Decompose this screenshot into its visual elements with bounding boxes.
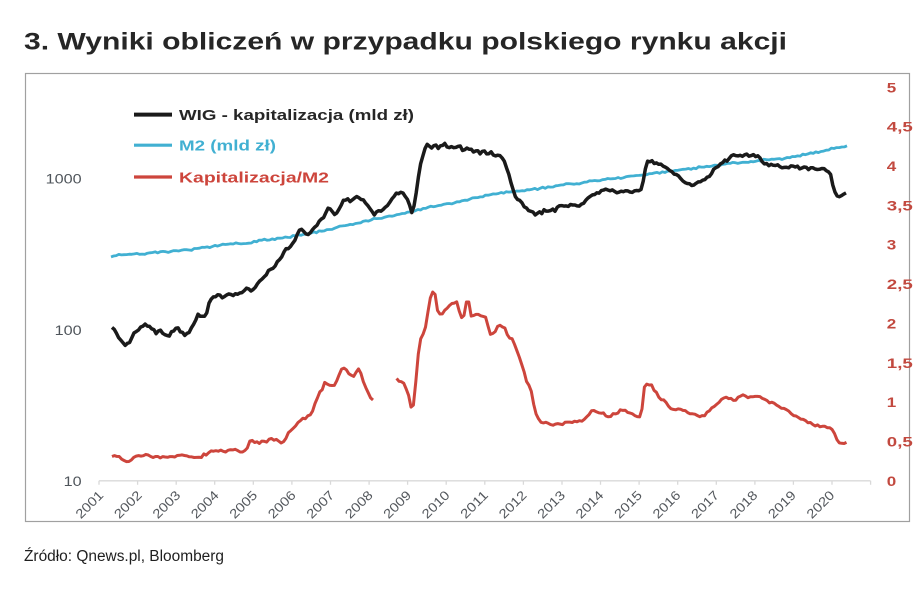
svg-text:1,5: 1,5 xyxy=(887,355,913,371)
svg-text:Kapitalizacja/M2: Kapitalizacja/M2 xyxy=(179,170,329,187)
svg-text:3: 3 xyxy=(887,237,897,253)
svg-text:100: 100 xyxy=(55,323,82,338)
svg-text:1000: 1000 xyxy=(46,172,82,187)
svg-text:0,5: 0,5 xyxy=(887,433,913,449)
svg-text:5: 5 xyxy=(887,79,897,95)
svg-text:M2 (mld zł): M2 (mld zł) xyxy=(179,138,276,155)
svg-text:2,5: 2,5 xyxy=(887,276,913,292)
svg-text:3,5: 3,5 xyxy=(887,197,913,213)
svg-text:4: 4 xyxy=(887,158,897,174)
svg-text:Źródło: Qnews.pl, Bloomberg: Źródło: Qnews.pl, Bloomberg xyxy=(24,548,224,565)
svg-text:4,5: 4,5 xyxy=(887,119,913,135)
svg-text:3. Wyniki obliczeń w przypadku: 3. Wyniki obliczeń w przypadku polskiego… xyxy=(24,29,787,56)
svg-text:1: 1 xyxy=(887,394,897,410)
svg-text:WIG - kapitalizacja (mld zł): WIG - kapitalizacja (mld zł) xyxy=(179,107,414,124)
svg-text:10: 10 xyxy=(64,474,82,489)
svg-text:2: 2 xyxy=(887,315,897,331)
svg-text:0: 0 xyxy=(887,473,897,489)
